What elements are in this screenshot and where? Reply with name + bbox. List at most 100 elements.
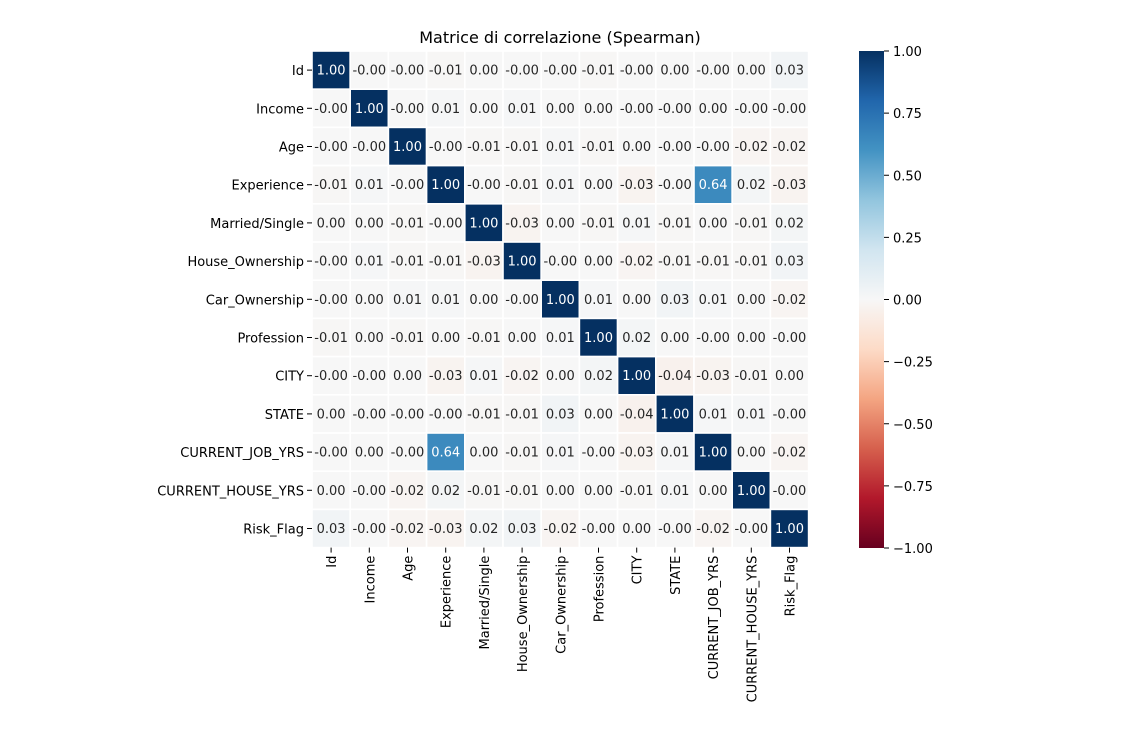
cell-value-label-4-3: -0.00 bbox=[429, 216, 463, 231]
cell-value-label-10-11: 0.00 bbox=[737, 446, 766, 461]
y-tick-label-1: Income bbox=[256, 102, 304, 117]
cell-value-label-6-12: -0.02 bbox=[773, 293, 807, 308]
cell-value-label-12-12: 1.00 bbox=[775, 522, 804, 537]
y-tick-label-9: STATE bbox=[265, 408, 304, 423]
cell-value-label-1-7: 0.00 bbox=[584, 102, 613, 117]
cell-value-label-0-8: -0.00 bbox=[620, 64, 654, 79]
cell-value-label-3-0: -0.01 bbox=[314, 178, 348, 193]
cell-value-label-0-1: -0.00 bbox=[352, 64, 386, 79]
heatmap-cell-3-8 bbox=[616, 164, 657, 205]
cell-value-label-11-5: -0.01 bbox=[505, 484, 539, 499]
heatmap-cell-12-4 bbox=[463, 508, 504, 549]
cell-value-label-12-3: -0.03 bbox=[429, 522, 463, 537]
heatmap-cell-6-0 bbox=[311, 279, 352, 320]
colorbar-tick-label-1: 0.75 bbox=[893, 107, 922, 122]
x-tick-label-0: Id bbox=[325, 556, 340, 568]
cell-value-label-6-0: -0.00 bbox=[314, 293, 348, 308]
cell-value-label-1-2: -0.00 bbox=[391, 102, 425, 117]
y-tick-label-8: CITY bbox=[275, 370, 304, 385]
heatmap-cell-5-8 bbox=[616, 241, 657, 282]
heatmap-cell-12-3 bbox=[425, 508, 466, 549]
cell-value-label-10-8: -0.03 bbox=[620, 446, 654, 461]
x-tick-label-1: Income bbox=[363, 556, 378, 604]
cell-value-label-0-11: 0.00 bbox=[737, 64, 766, 79]
heatmap-cell-5-12 bbox=[769, 241, 810, 282]
cell-value-label-11-10: 0.00 bbox=[699, 484, 728, 499]
cell-value-label-0-2: -0.00 bbox=[391, 64, 425, 79]
cell-value-label-1-10: 0.00 bbox=[699, 102, 728, 117]
heatmap-cell-7-6 bbox=[540, 317, 581, 358]
heatmap-cell-5-3 bbox=[425, 241, 466, 282]
cell-value-label-5-7: 0.00 bbox=[584, 255, 613, 270]
cell-value-label-11-1: -0.00 bbox=[352, 484, 386, 499]
cell-value-label-12-2: -0.02 bbox=[391, 522, 425, 537]
cell-value-label-2-6: 0.01 bbox=[546, 140, 575, 155]
heatmap-cell-5-6 bbox=[540, 241, 581, 282]
cell-value-label-1-1: 1.00 bbox=[355, 102, 384, 117]
cell-value-label-4-11: -0.01 bbox=[734, 216, 768, 231]
cell-value-label-11-9: 0.01 bbox=[660, 484, 689, 499]
heatmap-cell-3-5 bbox=[502, 164, 543, 205]
cell-value-label-12-6: -0.02 bbox=[543, 522, 577, 537]
cell-value-label-7-10: -0.00 bbox=[696, 331, 730, 346]
heatmap-cell-7-10 bbox=[693, 317, 734, 358]
cell-value-label-1-0: -0.00 bbox=[314, 102, 348, 117]
heatmap-cell-5-7 bbox=[578, 241, 619, 282]
heatmap-cell-1-9 bbox=[654, 88, 695, 129]
cell-value-label-2-0: -0.00 bbox=[314, 140, 348, 155]
heatmap-cell-6-12 bbox=[769, 279, 810, 320]
heatmap-cell-11-4 bbox=[463, 470, 504, 511]
heatmap-cell-5-2 bbox=[387, 241, 428, 282]
heatmap-cell-2-4 bbox=[463, 126, 504, 167]
cell-value-label-9-12: -0.00 bbox=[773, 407, 807, 422]
heatmap-cell-6-2 bbox=[387, 279, 428, 320]
cell-value-label-2-9: -0.00 bbox=[658, 140, 692, 155]
cell-value-label-8-6: 0.00 bbox=[546, 369, 575, 384]
cell-value-label-7-11: 0.00 bbox=[737, 331, 766, 346]
cell-value-label-1-8: -0.00 bbox=[620, 102, 654, 117]
colorbar-gradient bbox=[859, 51, 884, 548]
cell-value-label-8-10: -0.03 bbox=[696, 369, 730, 384]
heatmap-cell-5-1 bbox=[349, 241, 390, 282]
cell-value-label-7-8: 0.02 bbox=[622, 331, 651, 346]
cell-value-label-2-2: 1.00 bbox=[393, 140, 422, 155]
cell-value-label-4-4: 1.00 bbox=[469, 216, 498, 231]
cell-value-label-3-6: 0.01 bbox=[546, 178, 575, 193]
cell-value-label-0-6: -0.00 bbox=[543, 64, 577, 79]
heatmap-cell-9-4 bbox=[463, 393, 504, 434]
cell-value-label-6-4: 0.00 bbox=[469, 293, 498, 308]
cell-value-label-5-1: 0.01 bbox=[355, 255, 384, 270]
heatmap-cell-3-6 bbox=[540, 164, 581, 205]
cell-value-label-4-12: 0.02 bbox=[775, 216, 804, 231]
cell-value-label-0-10: -0.00 bbox=[696, 64, 730, 79]
cell-value-label-10-3: 0.64 bbox=[431, 446, 460, 461]
x-axis-labels: Id Income Age Experience Married/Single House… bbox=[325, 547, 799, 702]
heatmap-cell-1-0 bbox=[311, 88, 352, 129]
colorbar-tick-label-0: 1.00 bbox=[893, 45, 922, 60]
cell-value-label-1-5: 0.01 bbox=[508, 102, 537, 117]
cell-value-label-3-11: 0.02 bbox=[737, 178, 766, 193]
colorbar-tick-label-4: 0.00 bbox=[893, 294, 922, 309]
cell-value-label-5-5: 1.00 bbox=[508, 255, 537, 270]
cell-value-label-10-12: -0.02 bbox=[773, 446, 807, 461]
cell-value-label-2-5: -0.01 bbox=[505, 140, 539, 155]
cell-value-label-2-4: -0.01 bbox=[467, 140, 501, 155]
cell-value-label-2-10: -0.00 bbox=[696, 140, 730, 155]
heatmap-cell-4-3 bbox=[425, 203, 466, 243]
heatmap-cell-1-7 bbox=[578, 88, 619, 129]
heatmap-cell-8-10 bbox=[693, 355, 734, 396]
cell-value-label-10-9: 0.01 bbox=[660, 446, 689, 461]
y-tick-label-12: Risk_Flag bbox=[243, 523, 304, 538]
heatmap-cell-6-8 bbox=[616, 279, 657, 320]
cell-value-label-9-4: -0.01 bbox=[467, 407, 501, 422]
cell-value-label-7-12: -0.00 bbox=[773, 331, 807, 346]
cell-value-label-10-6: 0.01 bbox=[546, 446, 575, 461]
heatmap-cell-3-11 bbox=[731, 164, 772, 205]
cell-value-label-0-3: -0.01 bbox=[429, 64, 463, 79]
y-tick-label-5: House_Ownership bbox=[187, 255, 304, 270]
y-tick-label-7: Profession bbox=[237, 332, 304, 347]
cell-value-label-0-12: 0.03 bbox=[775, 64, 804, 79]
cell-value-label-8-2: 0.00 bbox=[393, 369, 422, 384]
cell-value-label-2-8: 0.00 bbox=[622, 140, 651, 155]
